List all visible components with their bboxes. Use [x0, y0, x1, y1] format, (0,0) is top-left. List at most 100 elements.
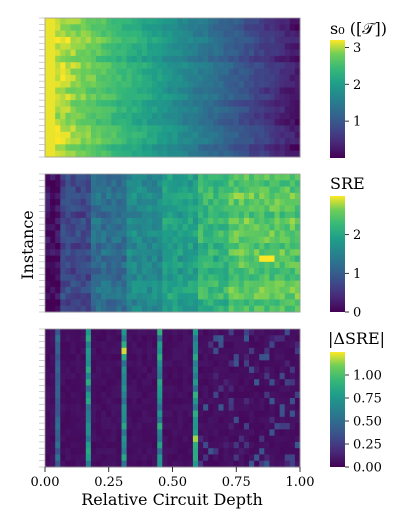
heatmap-cell — [167, 205, 173, 213]
heatmap-cell — [208, 293, 214, 300]
heatmap-cell — [294, 286, 301, 294]
heatmap-cell — [90, 131, 97, 139]
heatmap-cell — [289, 49, 296, 57]
heatmap-cell — [111, 106, 117, 114]
heatmap-cell — [284, 24, 291, 32]
heatmap-cell — [177, 335, 184, 342]
heatmap-cell — [243, 112, 250, 120]
heatmap-cell — [75, 131, 82, 139]
heatmap-cell — [187, 81, 194, 88]
heatmap-cell — [131, 354, 138, 361]
heatmap-cell — [80, 150, 87, 158]
heatmap-cell — [131, 429, 138, 437]
heatmap-cell — [121, 398, 127, 405]
heatmap-cell — [90, 341, 97, 349]
heatmap-cell — [141, 36, 148, 44]
heatmap-cell — [198, 217, 204, 225]
heatmap-cell — [279, 299, 286, 307]
heatmap-cell — [116, 186, 122, 194]
heatmap-cell — [167, 18, 173, 25]
heatmap-cell — [172, 341, 178, 349]
heatmap-cell — [126, 180, 133, 187]
heatmap-cell — [187, 131, 194, 139]
heatmap-cell — [85, 24, 92, 32]
heatmap-cell — [223, 354, 229, 361]
heatmap-cell — [213, 261, 219, 269]
heatmap-cell — [106, 236, 112, 244]
heatmap-cell — [279, 391, 286, 399]
heatmap-cell — [203, 106, 209, 114]
heatmap-cell — [254, 261, 260, 269]
heatmap-cell — [80, 43, 87, 50]
heatmap-cell — [208, 268, 214, 275]
heatmap-cell — [136, 286, 143, 294]
heatmap-cell — [254, 74, 260, 82]
heatmap-cell — [162, 404, 168, 411]
heatmap-cell — [162, 30, 168, 38]
heatmap-cell — [264, 138, 270, 145]
heatmap-cell — [233, 261, 240, 269]
heatmap-cell — [157, 416, 163, 424]
heatmap-cell — [198, 43, 204, 50]
heatmap-cell — [147, 454, 153, 462]
heatmap-cell — [45, 410, 51, 418]
heatmap-cell — [238, 423, 245, 430]
heatmap-cell — [172, 49, 178, 57]
heatmap-cell — [172, 385, 178, 393]
heatmap-cell — [141, 112, 148, 120]
heatmap-cell — [147, 379, 153, 386]
heatmap-cell — [106, 261, 112, 269]
heatmap-cell — [167, 410, 173, 418]
heatmap-cell — [136, 30, 143, 38]
heatmap-cell — [65, 87, 71, 95]
heatmap-cell — [187, 435, 194, 443]
heatmap-cell — [279, 93, 286, 101]
heatmap-cell — [70, 385, 76, 393]
heatmap-cell — [111, 341, 117, 349]
heatmap-cell — [182, 255, 189, 263]
heatmap-cell — [172, 379, 178, 386]
heatmap-cell — [269, 230, 275, 238]
heatmap-cell — [75, 391, 82, 399]
heatmap-cell — [208, 404, 214, 411]
heatmap-cell — [208, 448, 214, 455]
heatmap-cell — [172, 180, 178, 187]
heatmap-cell — [192, 243, 199, 250]
heatmap-cell — [55, 112, 61, 120]
heatmap-cell — [274, 211, 280, 219]
heatmap-cell — [147, 299, 153, 307]
heatmap-cell — [208, 138, 214, 145]
heatmap-cell — [238, 341, 245, 349]
heatmap-cell — [70, 280, 76, 288]
heatmap-cell — [60, 230, 66, 238]
heatmap-cell — [284, 268, 291, 275]
heatmap-cell — [172, 286, 178, 294]
heatmap-cell — [96, 274, 102, 282]
heatmap-cell — [233, 18, 240, 25]
heatmap-cell — [121, 261, 127, 269]
heatmap-cell — [106, 36, 112, 44]
heatmap-cell — [238, 366, 245, 374]
heatmap-cell — [136, 454, 143, 462]
heatmap-cell — [249, 230, 255, 238]
heatmap-cell — [162, 112, 168, 120]
heatmap-cell — [228, 199, 235, 206]
heatmap-cell — [243, 186, 250, 194]
heatmap-cell — [96, 125, 102, 133]
heatmap-cell — [75, 416, 82, 424]
heatmap-cell — [126, 81, 133, 88]
heatmap-cell — [101, 280, 107, 288]
heatmap-cell — [65, 372, 71, 380]
heatmap-cell — [96, 398, 102, 405]
heatmap-cell — [264, 186, 270, 194]
heatmap-cell — [126, 372, 133, 380]
heatmap-cell — [60, 448, 66, 455]
heatmap-cell — [198, 329, 204, 336]
heatmap-cell — [131, 404, 138, 411]
heatmap-cell — [141, 49, 148, 57]
heatmap-cell — [249, 81, 255, 88]
heatmap-cell — [75, 36, 82, 44]
heatmap-cell — [55, 18, 61, 25]
heatmap-cell — [70, 347, 76, 355]
heatmap-cell — [274, 68, 280, 76]
